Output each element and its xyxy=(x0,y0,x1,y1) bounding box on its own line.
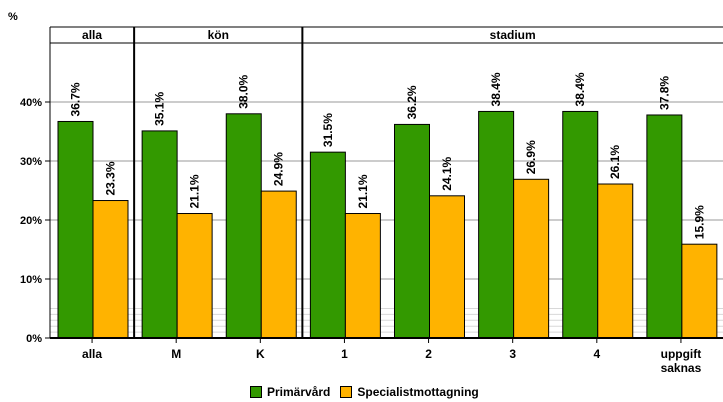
data-label: 36.7% xyxy=(69,82,83,116)
bar xyxy=(309,151,346,339)
bar xyxy=(513,178,550,339)
bar xyxy=(141,130,178,339)
x-tick-label: M xyxy=(171,347,181,361)
group-label: kön xyxy=(208,28,229,42)
x-tick-label: K xyxy=(256,347,265,361)
x-tick-label: 3 xyxy=(509,347,516,361)
bar xyxy=(597,183,634,339)
legend-item-primarvard: Primärvård xyxy=(250,385,330,399)
bar-chart: % alla kön stadium 36.7% 23.3% 35.1% 21.1% 38.… xyxy=(8,11,723,375)
y-tick-label: 10% xyxy=(20,274,42,286)
group-header: alla kön stadium xyxy=(50,26,723,338)
data-label: 23.3% xyxy=(104,161,118,195)
legend-label: Primärvård xyxy=(267,385,331,399)
y-tick-label: 20% xyxy=(20,215,42,227)
legend-item-specialistmottagning: Specialistmottagning xyxy=(340,385,479,399)
data-label: 38.4% xyxy=(489,72,503,106)
data-label: 15.9% xyxy=(692,205,706,239)
bar xyxy=(344,213,381,339)
bar xyxy=(394,123,430,339)
data-label: 24.9% xyxy=(272,152,286,186)
data-label: 35.1% xyxy=(153,92,167,126)
x-tick-label: 4 xyxy=(593,347,600,361)
data-label: 38.0% xyxy=(237,74,251,108)
legend-swatch-orange xyxy=(340,386,353,398)
data-label: 21.1% xyxy=(356,174,370,208)
bar xyxy=(57,120,94,339)
bar xyxy=(681,243,718,339)
group-label: alla xyxy=(82,28,102,42)
data-label: 36.2% xyxy=(405,85,419,119)
data-label: 31.5% xyxy=(321,113,335,147)
bar xyxy=(646,114,683,339)
bars-layer: 36.7% 23.3% 35.1% 21.1% 38.0% 24.9% 31.5% 21.1%… xyxy=(57,72,718,339)
data-label: 26.1% xyxy=(608,145,622,179)
x-tick-label: uppgift xyxy=(661,347,702,361)
bar xyxy=(225,113,262,339)
bar xyxy=(92,200,129,339)
x-tick-label: alla xyxy=(82,347,102,361)
data-label: 37.8% xyxy=(657,76,671,110)
y-tick-label: 30% xyxy=(20,156,42,168)
bar xyxy=(429,195,465,339)
data-label: 21.1% xyxy=(188,174,202,208)
legend-label: Specialistmottagning xyxy=(357,385,479,399)
data-label: 26.9% xyxy=(524,140,538,174)
group-label: stadium xyxy=(490,28,536,42)
x-tick-label: 2 xyxy=(425,347,432,361)
y-tick-label: 40% xyxy=(20,97,42,109)
x-tick-label: 1 xyxy=(341,347,348,361)
data-label: 38.4% xyxy=(573,72,587,106)
data-label: 24.1% xyxy=(440,156,454,190)
bar xyxy=(478,110,515,339)
bar xyxy=(562,110,599,339)
legend-swatch-green xyxy=(250,386,262,398)
legend: Primärvård Specialistmottagning xyxy=(250,385,479,399)
bar xyxy=(260,190,297,339)
y-tick-label: 0% xyxy=(26,333,42,345)
bar xyxy=(176,213,213,339)
x-tick-label: saknas xyxy=(661,361,702,375)
y-axis-unit: % xyxy=(8,11,18,23)
